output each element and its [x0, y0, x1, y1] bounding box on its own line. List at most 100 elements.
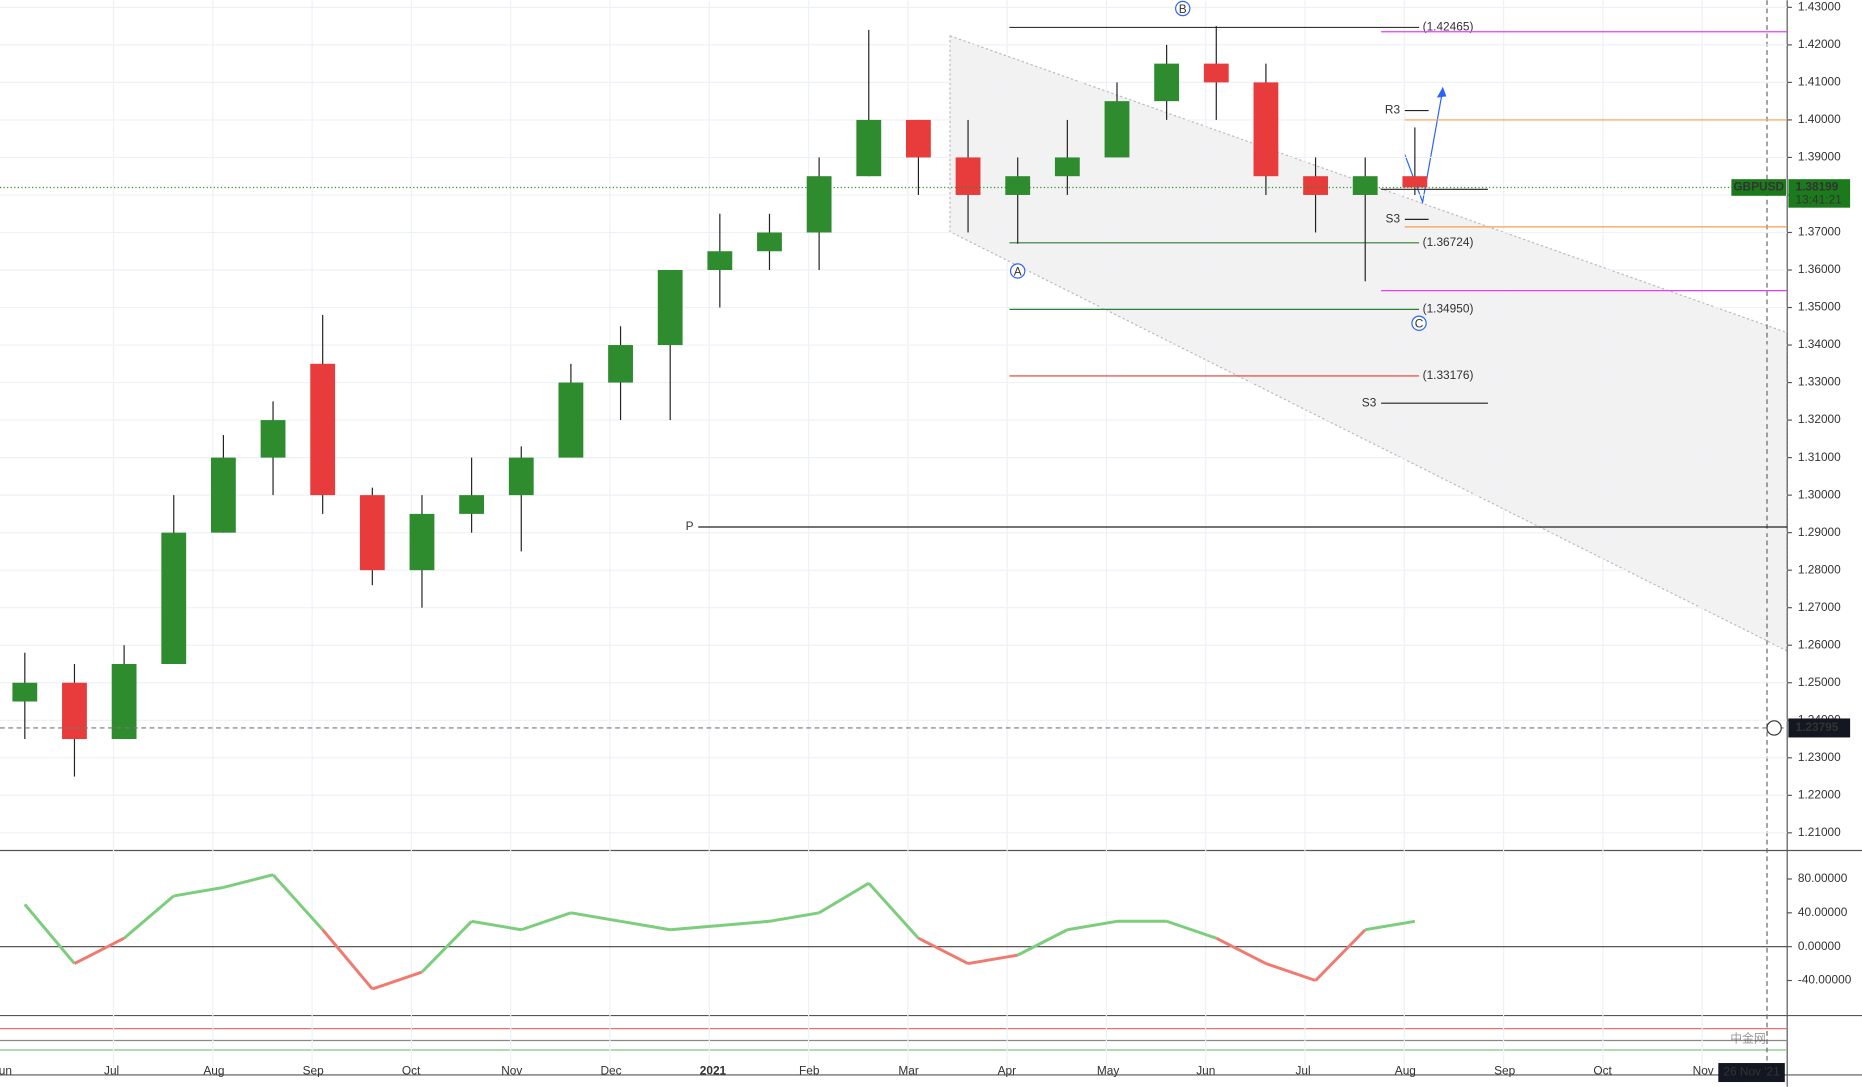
oscillator-segment [967, 953, 1018, 966]
y-tick-label: 1.35000 [1798, 300, 1841, 314]
x-tick-label: Aug [203, 1063, 224, 1077]
candle-body [111, 663, 137, 740]
x-tick-label: Sep [1494, 1063, 1516, 1077]
level-label: (1.34950) [1423, 302, 1474, 316]
oscillator-segment [271, 873, 324, 931]
oscillator-segment [73, 936, 125, 965]
oscillator-segment [1314, 928, 1367, 982]
x-tick-label: Jun [0, 1063, 12, 1077]
candle-body [508, 457, 534, 496]
level-label: P [686, 519, 694, 533]
level-label: (1.33176) [1423, 368, 1474, 382]
y-tick-label: 0.00000 [1798, 939, 1841, 953]
candle-body [12, 682, 38, 702]
candle-body [409, 513, 435, 571]
wave-label: B [1179, 2, 1187, 16]
oscillator-segment [420, 920, 473, 974]
candle-body [856, 119, 882, 177]
y-tick-label: 1.23000 [1798, 750, 1841, 764]
level-label: R3 [1385, 103, 1401, 117]
y-tick-label: 1.42000 [1798, 37, 1841, 51]
price-tag [1788, 179, 1851, 208]
x-tick-label: Jun [1196, 1063, 1215, 1077]
x-tick-label: 2021 [700, 1063, 727, 1077]
symbol-label: GBPUSD [1733, 180, 1784, 194]
y-tick-label: 1.32000 [1798, 412, 1841, 426]
candle-body [1203, 63, 1229, 83]
y-tick-label: 1.31000 [1798, 450, 1841, 464]
candle-body [260, 420, 286, 458]
candle-body [459, 495, 485, 514]
candle-body [806, 176, 832, 233]
x-tick-label: May [1097, 1063, 1119, 1077]
x-tick-label: Nov [501, 1063, 522, 1077]
wave-label: A [1014, 264, 1022, 278]
oscillator-segment [371, 970, 423, 991]
crosshair-date-tag [1718, 1063, 1785, 1083]
candle-body [955, 157, 981, 195]
oscillator-segment [1265, 962, 1317, 982]
oscillator-segment [520, 911, 572, 932]
y-tick-label: 1.37000 [1798, 225, 1841, 239]
x-tick-label: Jul [104, 1063, 119, 1077]
oscillator-segment [769, 911, 820, 923]
oscillator-segment [123, 894, 175, 940]
candle-body [558, 382, 584, 458]
oscillator-segment [620, 919, 671, 932]
oscillator-segment [1017, 928, 1069, 957]
oscillator-segment [719, 919, 770, 927]
candle-body [62, 682, 87, 740]
x-tick-label: Sep [303, 1063, 325, 1077]
oscillator-segment [173, 885, 224, 898]
y-tick-label: 80.00000 [1798, 871, 1848, 885]
wave-circle [1175, 0, 1191, 17]
last-price-label: 1.38199 [1796, 180, 1839, 194]
candle-body [1005, 176, 1031, 195]
candle-body [310, 363, 336, 496]
arrowhead [1436, 86, 1447, 98]
candle-body [210, 457, 236, 533]
oscillator-segment [867, 882, 920, 940]
oscillator-segment [1215, 936, 1267, 965]
oscillator-segment [1166, 919, 1217, 940]
y-tick-label: 1.25000 [1798, 675, 1841, 689]
x-tick-label: Oct [1593, 1063, 1612, 1077]
level-label: S3 [1362, 395, 1377, 409]
x-tick-label: Apr [998, 1063, 1017, 1077]
candle-body [359, 495, 385, 571]
y-tick-label: 1.43000 [1798, 0, 1841, 13]
candle-body [1054, 157, 1080, 177]
y-tick-label: 1.36000 [1798, 262, 1841, 276]
oscillator-segment [917, 936, 969, 965]
wave-circle [1009, 263, 1026, 279]
y-tick-label: 40.00000 [1798, 905, 1848, 919]
y-tick-label: 1.39000 [1798, 150, 1841, 164]
y-tick-label: 1.33000 [1798, 375, 1841, 389]
crosshair-date-label: 26 Nov '21 [1723, 1065, 1780, 1079]
level-label: (1.36724) [1423, 235, 1474, 249]
y-tick-label: 1.40000 [1798, 112, 1841, 126]
candle-body [1402, 176, 1428, 188]
x-tick-label: Dec [600, 1063, 621, 1077]
candle-body [608, 345, 633, 383]
oscillator-segment [1364, 919, 1416, 932]
y-tick-label: 1.29000 [1798, 525, 1841, 539]
candle-body [906, 119, 931, 158]
y-tick-label: -40.00000 [1798, 973, 1852, 987]
candle-body [657, 270, 683, 346]
y-tick-label: 1.22000 [1798, 787, 1841, 801]
level-label: (1.42465) [1423, 20, 1474, 34]
x-tick-label: Jul [1295, 1063, 1310, 1077]
oscillator-segment [321, 928, 374, 990]
oscillator-segment [1067, 919, 1118, 932]
forecast-arrow [1404, 89, 1444, 205]
oscillator-segment [818, 881, 870, 915]
y-tick-label: 1.27000 [1798, 600, 1841, 614]
crosshair-plus [1766, 720, 1782, 736]
oscillator-segment [23, 903, 76, 965]
x-tick-label: Feb [799, 1063, 820, 1077]
crosshair-price-label: 1.23795 [1796, 720, 1839, 734]
crosshair-price-tag [1788, 718, 1851, 738]
